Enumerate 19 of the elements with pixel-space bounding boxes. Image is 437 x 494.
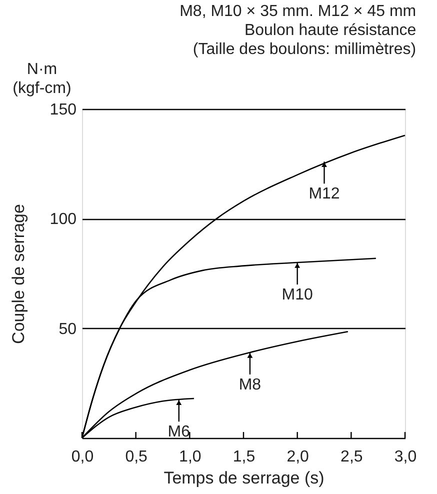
- y-tick-label: 150: [50, 102, 77, 118]
- x-tick-label: 2,5: [340, 448, 363, 466]
- x-tick-label: 0,5: [125, 448, 148, 466]
- x-tick-label: 1,5: [232, 448, 256, 466]
- x-tick-label: 3,0: [394, 448, 417, 466]
- x-tick-label: 2,0: [286, 448, 310, 466]
- annotation: M10: [282, 286, 313, 304]
- y-tick-label: 100: [50, 211, 77, 228]
- text: N·m (kgf-cm): [12, 61, 72, 97]
- annotation: M6: [168, 424, 190, 441]
- chart-subtitle: Boulon haute résistance (Taille des boulons: millimètres): [192, 22, 416, 58]
- annotation: M12: [308, 186, 340, 203]
- y-tick-label: 50: [58, 320, 77, 338]
- x-tick-label: 0,0: [71, 448, 94, 466]
- chart-title: M8, M10 × 35 mm. M12 × 45 mm: [180, 3, 416, 20]
- y-axis-title: Couple de serrage: [8, 204, 28, 344]
- x-axis-title: Temps de serrage (s): [164, 468, 324, 488]
- x-tick-label: 1,0: [179, 448, 202, 466]
- annotation: M8: [238, 376, 262, 394]
